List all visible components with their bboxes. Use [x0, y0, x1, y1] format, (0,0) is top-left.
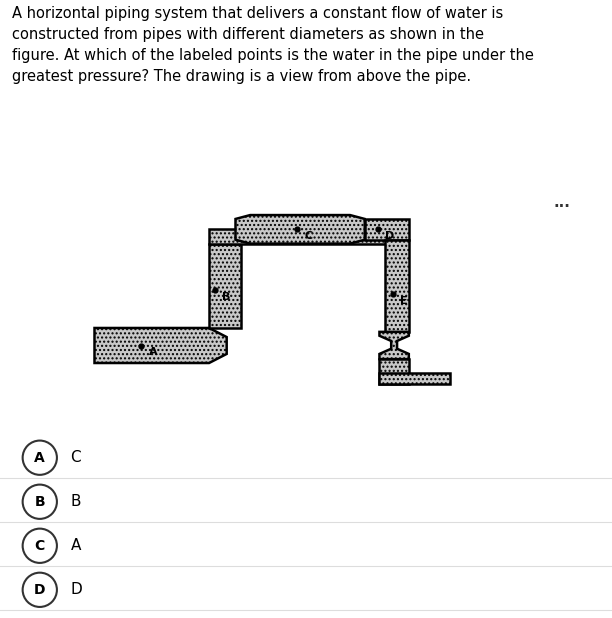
Bar — [365, 219, 409, 240]
Bar — [209, 243, 241, 328]
Text: C: C — [35, 539, 45, 552]
Polygon shape — [236, 215, 365, 243]
Text: C: C — [70, 450, 81, 465]
Ellipse shape — [23, 485, 57, 519]
Text: B: B — [34, 495, 45, 509]
Text: B: B — [222, 292, 230, 302]
Text: B: B — [70, 494, 81, 509]
Bar — [379, 373, 450, 384]
Text: ...: ... — [553, 195, 570, 210]
Text: C: C — [304, 231, 312, 240]
Bar — [386, 240, 409, 332]
Text: D: D — [34, 583, 45, 597]
Text: E: E — [400, 295, 408, 305]
Text: D: D — [385, 231, 394, 240]
Text: A: A — [34, 451, 45, 465]
Ellipse shape — [23, 441, 57, 475]
Polygon shape — [379, 332, 409, 359]
Polygon shape — [94, 328, 226, 363]
Text: A: A — [149, 347, 157, 357]
Ellipse shape — [23, 573, 57, 607]
Bar — [209, 229, 406, 243]
Bar — [379, 359, 409, 384]
Text: A: A — [70, 538, 81, 553]
Text: D: D — [70, 582, 82, 598]
Text: A horizontal piping system that delivers a constant flow of water is
constructed: A horizontal piping system that delivers… — [12, 6, 534, 84]
Ellipse shape — [23, 528, 57, 563]
